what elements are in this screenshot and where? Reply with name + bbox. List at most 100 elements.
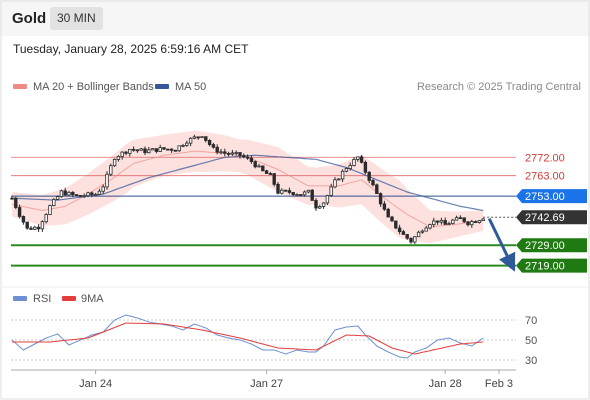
candle-body: [291, 192, 295, 195]
ma50-legend-label: MA 50: [175, 81, 206, 93]
rsi-tick-label: 30: [525, 355, 537, 367]
candle-body: [329, 186, 333, 196]
x-tick-label: Jan 24: [79, 378, 112, 390]
timeframe-button[interactable]: 30 MIN: [50, 7, 103, 30]
candle-body: [29, 227, 33, 230]
candle-body: [473, 221, 478, 223]
candle-body: [299, 194, 303, 196]
candle-body: [226, 152, 231, 155]
rsi-tick-label: 70: [525, 315, 537, 327]
candle-body: [105, 173, 109, 188]
rsi-tick-label: 50: [525, 335, 537, 347]
candle-body: [211, 144, 216, 148]
ma20-legend-swatch: [13, 84, 27, 89]
candle-body: [139, 148, 143, 151]
candle-body: [242, 155, 246, 158]
candle-body: [394, 220, 398, 229]
candle-body: [21, 216, 26, 223]
rsi-legend-swatch: [13, 296, 27, 301]
candle-body: [264, 170, 269, 174]
candle-body: [90, 192, 94, 195]
candle-body: [314, 200, 318, 209]
candle-body: [74, 194, 79, 197]
candle-body: [276, 183, 280, 194]
candle-body: [280, 189, 284, 194]
candle-body: [219, 151, 223, 154]
candle-body: [337, 178, 341, 181]
candle-body: [169, 148, 174, 151]
candle-body: [173, 149, 178, 152]
candle-body: [272, 173, 276, 185]
candle-body: [112, 159, 117, 167]
candle-body: [481, 218, 485, 221]
support-level-label: 2719.00: [525, 261, 565, 273]
candle-body: [477, 220, 482, 223]
candle-body: [363, 161, 368, 173]
candle-body: [470, 221, 474, 226]
candle-body: [166, 148, 170, 151]
candle-body: [409, 237, 413, 243]
candle-body: [215, 146, 219, 153]
candle-body: [97, 190, 102, 195]
candle-body: [333, 179, 337, 188]
candle-body: [17, 207, 22, 217]
candle-body: [52, 199, 56, 206]
top-bar: Gold 30 MIN: [0, 0, 590, 36]
pivot-level-label: 2753.00: [525, 191, 565, 203]
candle-body: [325, 195, 330, 204]
candle-body: [382, 203, 387, 210]
candle-body: [356, 156, 360, 160]
candle-body: [55, 196, 60, 200]
candle-body: [462, 217, 466, 223]
candle-body: [82, 195, 86, 198]
candle-body: [302, 191, 307, 196]
candle-body: [48, 205, 52, 215]
candle-body: [375, 184, 379, 194]
candle-body: [116, 156, 121, 160]
current-price-tag: [516, 210, 587, 225]
candle-body: [154, 148, 159, 152]
candle-body: [101, 186, 105, 192]
candle-body: [150, 148, 155, 151]
candle-body: [295, 194, 299, 196]
candle-body: [59, 190, 64, 198]
candle-body: [177, 145, 181, 152]
candle-body: [367, 171, 371, 181]
x-tick-label: Feb 3: [485, 378, 513, 390]
candle-body: [128, 148, 132, 154]
candle-body: [310, 189, 314, 201]
ma9-legend-label: 9MA: [81, 293, 104, 305]
candle-body: [245, 156, 250, 159]
candle-body: [340, 170, 345, 180]
candle-body: [238, 152, 242, 156]
credit-text: Research © 2025 Trading Central: [417, 81, 581, 93]
candle-body: [143, 148, 147, 154]
candle-body: [416, 231, 421, 238]
candle-body: [352, 158, 356, 167]
candle-body: [287, 190, 292, 193]
candle-body: [25, 221, 29, 229]
candle-body: [439, 220, 444, 223]
candle-body: [40, 221, 45, 230]
candle-body: [223, 151, 227, 154]
candle-body: [306, 189, 311, 193]
instrument-title: Gold: [12, 10, 47, 27]
ma9-legend-swatch: [62, 296, 76, 301]
rsi-ma9-line: [12, 322, 484, 355]
candle-body: [454, 217, 459, 221]
candle-body: [318, 206, 322, 209]
candle-body: [321, 202, 326, 207]
candle-body: [36, 226, 41, 230]
candle-body: [230, 152, 235, 155]
candle-body: [124, 151, 128, 154]
support-level-tag: [516, 258, 587, 273]
candle-body: [371, 180, 375, 186]
candle-body: [359, 156, 364, 163]
candle-body: [348, 165, 352, 169]
candle-body: [86, 192, 90, 197]
candle-body: [93, 193, 98, 196]
pivot-level-tag: [516, 189, 587, 204]
candle-body: [10, 197, 14, 200]
candle-body: [261, 165, 265, 172]
